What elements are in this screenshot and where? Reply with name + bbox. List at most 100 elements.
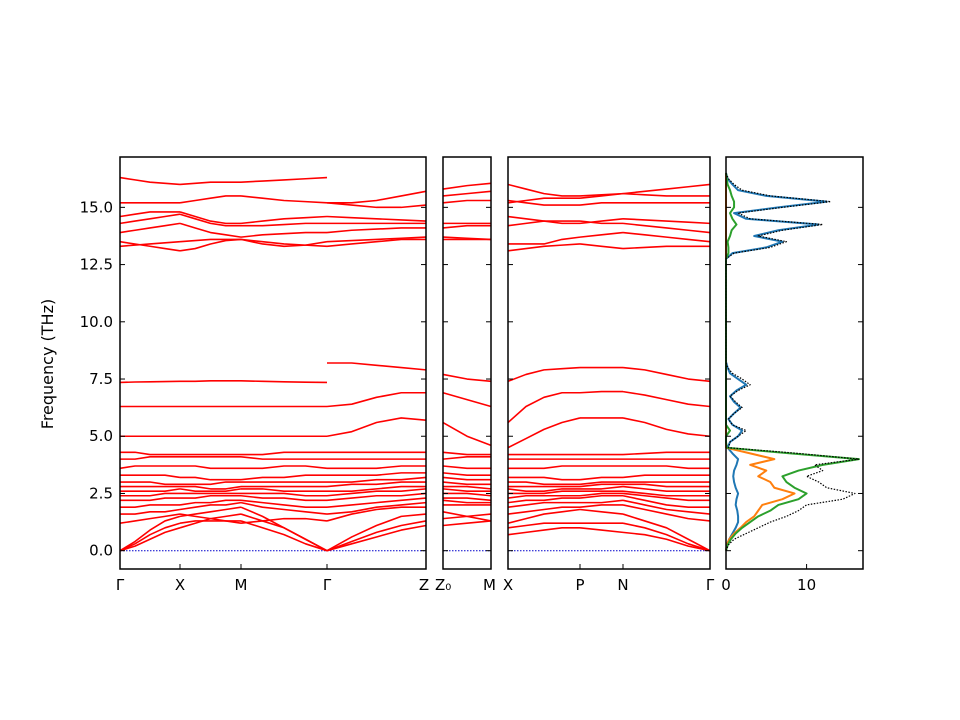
- band-line: [326, 506, 426, 522]
- band-line: [327, 190, 427, 204]
- dos-partial-line: [725, 172, 828, 551]
- band-line: [507, 522, 580, 529]
- band-line: [442, 391, 492, 408]
- band-line: [327, 485, 426, 492]
- band-line: [442, 476, 491, 481]
- band-line: [120, 488, 181, 492]
- band-line: [622, 222, 711, 234]
- band-line: [120, 508, 181, 515]
- band-line: [119, 213, 181, 225]
- band-line: [507, 243, 581, 252]
- panel-frame: [442, 156, 492, 570]
- band-line: [240, 501, 328, 515]
- band-line: [507, 497, 580, 504]
- band-line: [326, 497, 427, 508]
- band-line: [120, 497, 180, 502]
- kpoint-label: Γ: [116, 576, 125, 594]
- band-line: [442, 373, 492, 383]
- band-line: [442, 481, 491, 486]
- band-line: [508, 481, 580, 486]
- band-line: [442, 472, 491, 476]
- band-line: [241, 222, 327, 227]
- band-line: [327, 362, 427, 371]
- band-line: [442, 510, 492, 522]
- band-line: [240, 215, 328, 225]
- band-line: [326, 236, 427, 243]
- kpoint-label: M: [235, 576, 248, 594]
- band-line: [119, 465, 180, 470]
- band-panel-z0-m: Z₀ M: [435, 156, 496, 594]
- y-tick-label: 12.5: [80, 256, 113, 274]
- band-line: [240, 474, 327, 481]
- band-line: [579, 483, 623, 488]
- band-line: [580, 499, 624, 504]
- band-line: [622, 366, 711, 383]
- band-line: [240, 506, 328, 552]
- band-line: [622, 485, 710, 492]
- band-line: [442, 182, 492, 190]
- band-line: [240, 176, 328, 183]
- band-line: [119, 211, 180, 218]
- band-line: [442, 190, 492, 197]
- band-line: [326, 227, 426, 234]
- band-line: [327, 465, 426, 470]
- band-line: [443, 492, 492, 497]
- dos-x-tick-label: 0: [721, 576, 731, 594]
- band-line: [622, 474, 710, 479]
- kpoint-label: X: [175, 576, 185, 594]
- kpoint-label: Γ: [323, 576, 332, 594]
- band-line: [507, 506, 580, 515]
- kpoint-label: Z: [419, 576, 429, 594]
- dos-x-tick-label: 10: [797, 576, 816, 594]
- band-line: [579, 476, 623, 481]
- band-line: [507, 215, 580, 225]
- band-line: [622, 492, 710, 502]
- band-line: [442, 465, 491, 470]
- band-line: [240, 238, 328, 248]
- band-line: [119, 515, 181, 552]
- band-line: [119, 527, 181, 552]
- band-line: [579, 504, 623, 508]
- kpoint-label: X: [503, 576, 513, 594]
- band-line: [240, 238, 328, 248]
- band-line: [579, 243, 624, 250]
- band-line: [622, 490, 710, 497]
- band-line: [120, 474, 181, 479]
- band-line: [622, 451, 710, 456]
- band-line: [579, 218, 624, 225]
- band-line: [326, 501, 427, 515]
- band-line: [622, 218, 711, 225]
- band-line: [507, 501, 580, 508]
- band-line: [119, 240, 181, 248]
- band-line: [180, 494, 241, 499]
- kpoint-label: Γ: [706, 576, 715, 594]
- band-line: [240, 456, 327, 460]
- band-line: [442, 199, 491, 204]
- band-line: [622, 417, 711, 438]
- band-line: [507, 527, 580, 536]
- band-line: [622, 522, 711, 552]
- band-line: [442, 451, 491, 456]
- band-line: [622, 192, 710, 197]
- band-line: [179, 501, 242, 511]
- band-line: [580, 485, 624, 490]
- band-line: [240, 499, 327, 508]
- band-line: [180, 476, 241, 481]
- band-line: [579, 494, 623, 499]
- band-line: [579, 508, 624, 515]
- band-line: [240, 195, 328, 204]
- y-tick-label: 7.5: [89, 370, 113, 388]
- panel-frame: [119, 156, 427, 570]
- band-line: [442, 456, 491, 460]
- band-line: [507, 391, 580, 424]
- band-line: [326, 520, 427, 552]
- band-line: [579, 481, 623, 486]
- kpoint-label: N: [617, 576, 628, 594]
- band-line: [579, 192, 624, 197]
- band-line: [443, 497, 492, 502]
- band-line: [327, 472, 426, 476]
- band-line: [120, 504, 180, 508]
- band-line: [507, 366, 581, 383]
